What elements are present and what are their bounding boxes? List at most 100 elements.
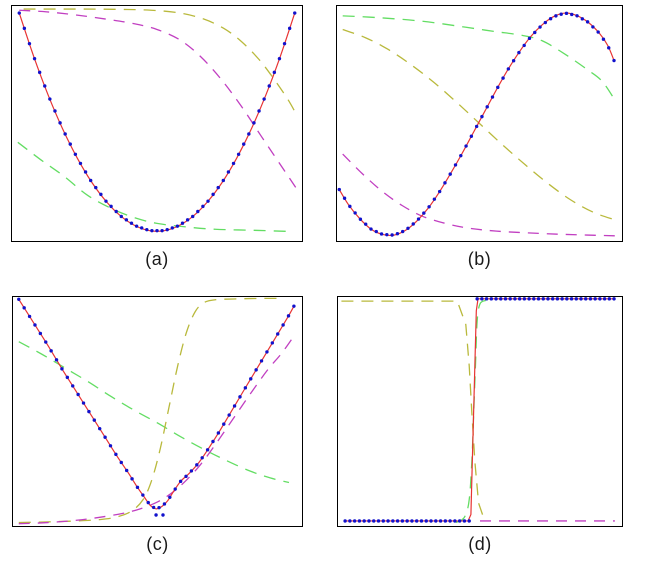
sample-dot — [369, 227, 373, 231]
sample-dot — [287, 26, 292, 31]
sample-dot — [480, 114, 484, 119]
sample-dot — [272, 70, 277, 75]
sample-dot — [457, 519, 462, 523]
sample-dot — [265, 350, 269, 354]
panel-c-label: (c) — [146, 534, 169, 554]
sample-dot — [602, 297, 607, 301]
sample-dot — [422, 211, 426, 215]
sample-dot — [130, 477, 134, 481]
curve-basis-olive — [342, 28, 616, 221]
sample-dot — [141, 493, 145, 497]
sample-dot — [173, 487, 177, 491]
sample-dot — [252, 121, 256, 125]
sample-dot — [257, 109, 261, 113]
sample-dot — [485, 105, 489, 109]
sample-dot — [78, 161, 83, 166]
sample-dot — [71, 384, 75, 388]
sample-dot — [358, 217, 363, 221]
sample-dot — [232, 404, 237, 408]
sample-dot — [227, 413, 231, 417]
sample-dot — [119, 214, 123, 219]
sample-dot — [33, 323, 37, 327]
sample-dot — [189, 469, 194, 473]
sample-dot — [591, 25, 595, 29]
sample-dot — [405, 519, 409, 523]
curve-fit — [345, 298, 615, 522]
sample-dot — [533, 30, 537, 35]
panel-b-plot-svg — [337, 11, 616, 237]
sample-dot — [527, 297, 531, 301]
sample-dot — [276, 332, 280, 336]
sample-dot — [22, 26, 27, 31]
panel-c-plot-area — [12, 296, 303, 527]
sample-dot — [391, 519, 395, 523]
sample-dot — [496, 85, 500, 90]
sample-dot — [374, 229, 378, 234]
sample-dot — [38, 331, 43, 336]
sample-dot — [379, 232, 384, 236]
sample-dot — [415, 519, 419, 523]
sample-dot — [424, 519, 428, 523]
sample-dot — [416, 217, 421, 221]
sample-dot — [385, 232, 389, 237]
sample-dot — [83, 170, 88, 174]
sample-dot — [367, 519, 371, 523]
sample-dot — [400, 519, 405, 523]
sample-dot — [434, 519, 438, 523]
sample-dot — [575, 14, 579, 18]
panel-c-plot-svg — [17, 297, 296, 525]
sample-dot — [281, 323, 285, 327]
sample-dot — [114, 209, 118, 214]
sample-dot — [400, 229, 405, 234]
sample-dot — [362, 519, 366, 523]
sample-dot — [98, 426, 102, 431]
sample-dot — [501, 76, 505, 80]
sample-dot — [37, 70, 42, 75]
sample-dot — [596, 30, 600, 34]
sample-dot — [372, 519, 376, 523]
sample-dot — [522, 297, 527, 301]
sample-dot — [22, 306, 26, 310]
sample-dot — [270, 341, 275, 345]
sample-dot — [231, 161, 236, 166]
sample-dot — [546, 297, 550, 301]
sample-dot — [27, 41, 32, 46]
sample-dot — [506, 67, 511, 71]
curve-basis-olive — [23, 8, 297, 115]
sample-dot — [168, 495, 172, 499]
curve-fit — [337, 12, 615, 237]
sample-dot — [337, 187, 341, 192]
sample-dot — [376, 519, 381, 523]
sample-dot — [191, 214, 195, 219]
sample-dot — [108, 444, 113, 448]
sample-dot — [342, 196, 347, 200]
sample-dot — [92, 418, 97, 422]
sample-dot — [104, 199, 108, 203]
sample-dot — [65, 375, 70, 380]
sample-dot — [53, 109, 57, 113]
sample-dot — [579, 297, 583, 301]
sample-dot — [348, 204, 352, 209]
sample-dot — [494, 297, 498, 301]
sample-dot — [353, 211, 357, 215]
panel-b-label: (b) — [467, 249, 492, 269]
panel-a-label: (a) — [145, 249, 169, 269]
sample-dot — [124, 468, 129, 473]
sample-dot — [286, 314, 291, 318]
panel-a-plot-area — [11, 5, 303, 242]
sample-dot — [462, 519, 467, 523]
sample-dot — [185, 218, 190, 222]
sample-dot — [124, 218, 129, 222]
sample-dot — [145, 227, 149, 232]
sample-dot — [569, 297, 574, 301]
sample-dot — [81, 401, 86, 405]
sample-dot — [88, 178, 93, 183]
sample-dot — [585, 20, 590, 24]
sample-dot — [129, 221, 134, 225]
sample-dot — [490, 95, 495, 99]
sample-dot — [32, 56, 37, 61]
sample-dot — [480, 297, 484, 301]
sample-dot — [277, 56, 282, 61]
panel-d-plot-area — [337, 296, 623, 527]
sample-dot — [162, 502, 167, 506]
